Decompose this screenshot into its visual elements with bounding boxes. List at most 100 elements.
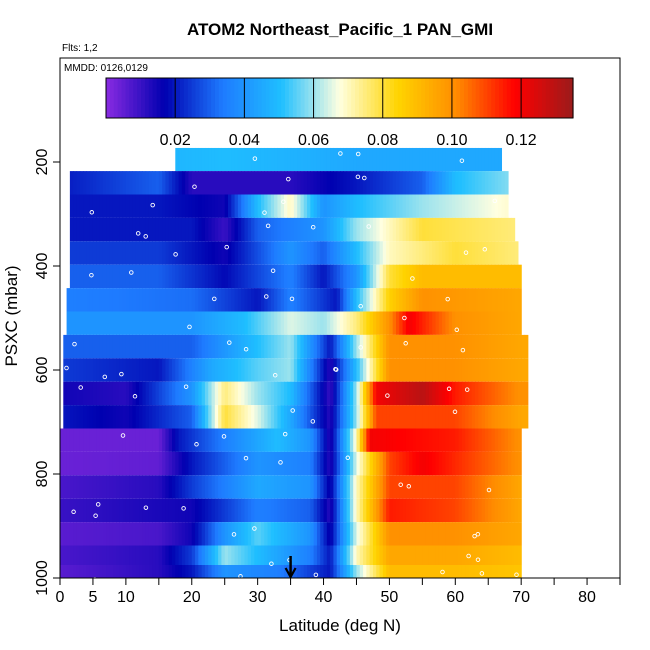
heatmap-cell [142,565,147,578]
heatmap-cell [442,358,447,382]
heatmap-band [60,451,522,476]
heatmap-cell [79,475,84,499]
heatmap-cell [274,288,279,312]
heatmap-cell [132,451,137,476]
colorbar-cell [487,78,492,118]
colorbar-cell [261,78,267,118]
heatmap-cell [116,171,120,195]
heatmap-cell [498,475,503,499]
heatmap-cell [221,217,226,242]
heatmap-cell [158,217,163,242]
heatmap-cell [376,522,381,546]
heatmap-cell [132,171,137,195]
heatmap-cell [135,522,140,546]
heatmap-cell [343,264,348,289]
heatmap-cell [402,475,407,499]
heatmap-cell [277,475,282,499]
heatmap-cell [287,358,292,382]
heatmap-cell [521,358,526,382]
heatmap-cell [129,264,134,289]
heatmap-cell [79,311,84,335]
heatmap-cell [514,565,519,578]
heatmap-cell [376,545,381,565]
heatmap-cell [201,194,206,218]
heatmap-cell [310,405,315,429]
heatmap-cell [356,381,361,406]
sample-marker [224,244,229,250]
heatmap-cell [438,545,443,565]
heatmap-cell [234,288,239,312]
colorbar-cell [565,78,570,118]
heatmap-cell [218,264,223,289]
heatmap-cell [96,451,101,476]
heatmap-cell [379,498,384,523]
heatmap-cell [353,288,358,312]
heatmap-cell [116,288,120,312]
heatmap-cell [129,498,134,523]
heatmap-cell [116,405,120,429]
heatmap-cell [336,381,341,406]
heatmap-cell [155,264,160,289]
heatmap-cell [316,194,321,218]
heatmap-cell [336,451,341,476]
colorbar-cell [390,78,395,118]
heatmap-cell [448,428,453,452]
heatmap-cell [396,475,400,499]
heatmap-cell [333,288,338,312]
heatmap-cell [425,334,430,359]
heatmap-cell [379,522,384,546]
heatmap-cell [359,498,364,523]
heatmap-cell [435,405,440,429]
heatmap-cell [254,451,259,476]
heatmap-cell [300,451,305,476]
heatmap-cell [129,217,134,242]
heatmap-cell [89,381,94,406]
heatmap-cell [277,264,282,289]
colorbar-cell [172,78,177,118]
heatmap-cell [224,358,229,382]
heatmap-cell [241,217,246,242]
heatmap-cell [185,451,190,476]
heatmap-cell [109,405,114,429]
heatmap-cell [99,264,104,289]
heatmap-cell [178,194,183,218]
heatmap-cell [386,565,391,578]
heatmap-cell [284,311,288,335]
heatmap-cell [349,358,354,382]
heatmap-cell [442,288,447,312]
heatmap-cell [409,522,414,546]
heatmap-cell [455,475,460,499]
heatmap-cell [521,381,526,406]
heatmap-cell [455,147,460,172]
heatmap-cell [484,311,489,335]
heatmap-cell [323,217,328,242]
heatmap-cell [178,522,183,546]
heatmap-cell [412,405,417,429]
colorbar-cell [144,78,150,118]
heatmap-cell [188,171,193,195]
heatmap-cell [376,217,381,242]
heatmap-cell [382,147,387,172]
heatmap-cell [336,428,341,452]
heatmap-cell [96,565,101,578]
heatmap-cell [129,171,134,195]
heatmap-cell [116,522,120,546]
heatmap-cell [185,194,190,218]
heatmap-cell [106,288,111,312]
heatmap-cell [313,311,318,335]
heatmap-cell [89,358,94,382]
heatmap-cell [277,522,282,546]
heatmap-cell [392,405,397,429]
heatmap-cell [244,545,249,565]
heatmap-cell [270,288,275,312]
heatmap-cell [313,475,318,499]
heatmap-cell [112,311,117,335]
heatmap-cell [326,451,331,476]
colorbar-cell [452,78,457,118]
heatmap-cell [471,311,476,335]
heatmap-cell [484,451,489,476]
heatmap-cell [221,171,226,195]
heatmap-cell [208,171,213,195]
heatmap-cell [468,498,473,523]
heatmap-cell [86,264,91,289]
